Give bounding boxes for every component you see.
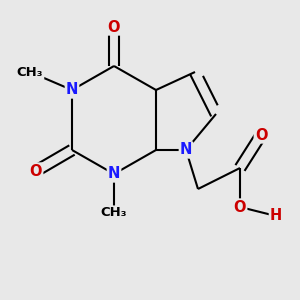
- Text: O: O: [108, 20, 120, 34]
- Text: O: O: [30, 164, 42, 178]
- Text: CH₃: CH₃: [101, 206, 127, 220]
- Text: CH₃: CH₃: [17, 65, 43, 79]
- Text: H: H: [270, 208, 282, 224]
- Text: N: N: [108, 167, 120, 182]
- Text: O: O: [255, 128, 267, 142]
- Text: N: N: [180, 142, 192, 158]
- Text: O: O: [234, 200, 246, 214]
- Text: N: N: [66, 82, 78, 98]
